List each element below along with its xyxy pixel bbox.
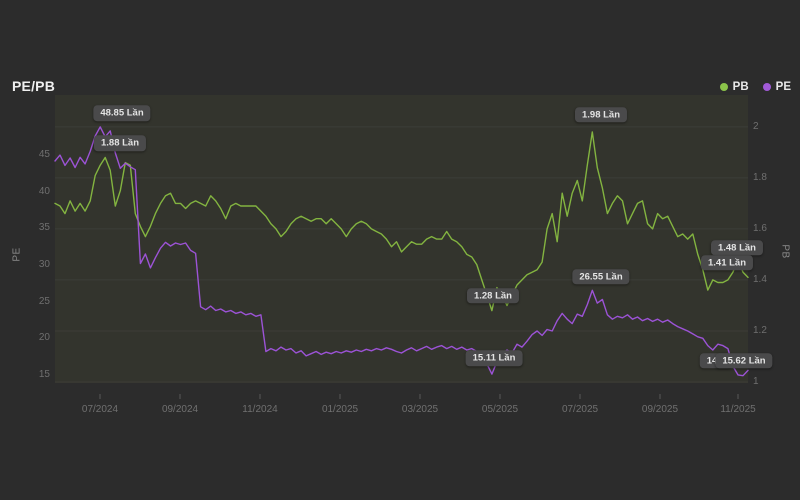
pe-line-series (54, 126, 749, 377)
pe-axis-tick: 40 (38, 185, 50, 197)
x-axis-label: 01/2025 (321, 404, 359, 415)
x-axis-label: 07/2025 (561, 404, 599, 415)
x-axis-label: 11/2024 (242, 404, 278, 415)
legend-item-pe[interactable]: PE (762, 81, 791, 93)
x-axis-label: 11/2025 (720, 404, 756, 415)
pe-axis-tick: 25 (38, 295, 50, 307)
x-axis-label: 09/2025 (641, 404, 679, 415)
chart-legend: PB PE (719, 81, 791, 93)
legend-label-pb: PB (732, 81, 749, 93)
annotation-label: 15.62 Lần (715, 353, 773, 369)
pe-series-dot-icon (762, 83, 771, 91)
annotation-label: 26.55 Lần (572, 269, 630, 285)
pb-axis-tick: 1.8 (753, 171, 767, 183)
pb-axis-title: PB (779, 244, 791, 259)
pe-axis-tick: 45 (38, 149, 50, 161)
plot-area[interactable] (55, 95, 748, 383)
x-axis-label: 07/2024 (81, 404, 119, 415)
pb-line-series (54, 131, 749, 312)
x-axis-label: 09/2024 (161, 404, 199, 415)
pe-axis-tick: 20 (38, 332, 50, 344)
pe-axis-tick: 30 (38, 259, 50, 270)
annotation-label: 1.28 Lần (466, 288, 519, 304)
pb-axis-tick: 1.2 (753, 324, 767, 336)
legend-item-pb[interactable]: PB (719, 81, 749, 93)
chart-title: PE/PB (12, 78, 56, 94)
x-axis-label: 03/2025 (401, 404, 439, 415)
annotation-label: 1.98 Lần (574, 107, 628, 123)
pb-axis-tick: 1 (753, 375, 759, 387)
pb-axis-tick: 2 (753, 120, 759, 132)
annotation-label: 1.88 Lần (93, 135, 147, 151)
pe-axis-title: PE (11, 247, 23, 262)
pb-axis-tick: 1.6 (753, 222, 767, 234)
legend-label-pe: PE (775, 81, 791, 93)
x-axis-label: 05/2025 (481, 404, 519, 415)
pb-axis-tick: 1.4 (753, 273, 767, 285)
pe-axis-tick: 35 (38, 222, 50, 234)
annotation-label: 1.48 Lần (710, 240, 763, 256)
annotation-label: 1.41 Lần (700, 255, 754, 271)
pb-series-dot-icon (719, 83, 728, 91)
annotation-label: 48.85 Lần (93, 105, 151, 121)
annotation-label: 15.11 Lần (465, 350, 523, 366)
pe-axis-tick: 15 (38, 368, 50, 380)
